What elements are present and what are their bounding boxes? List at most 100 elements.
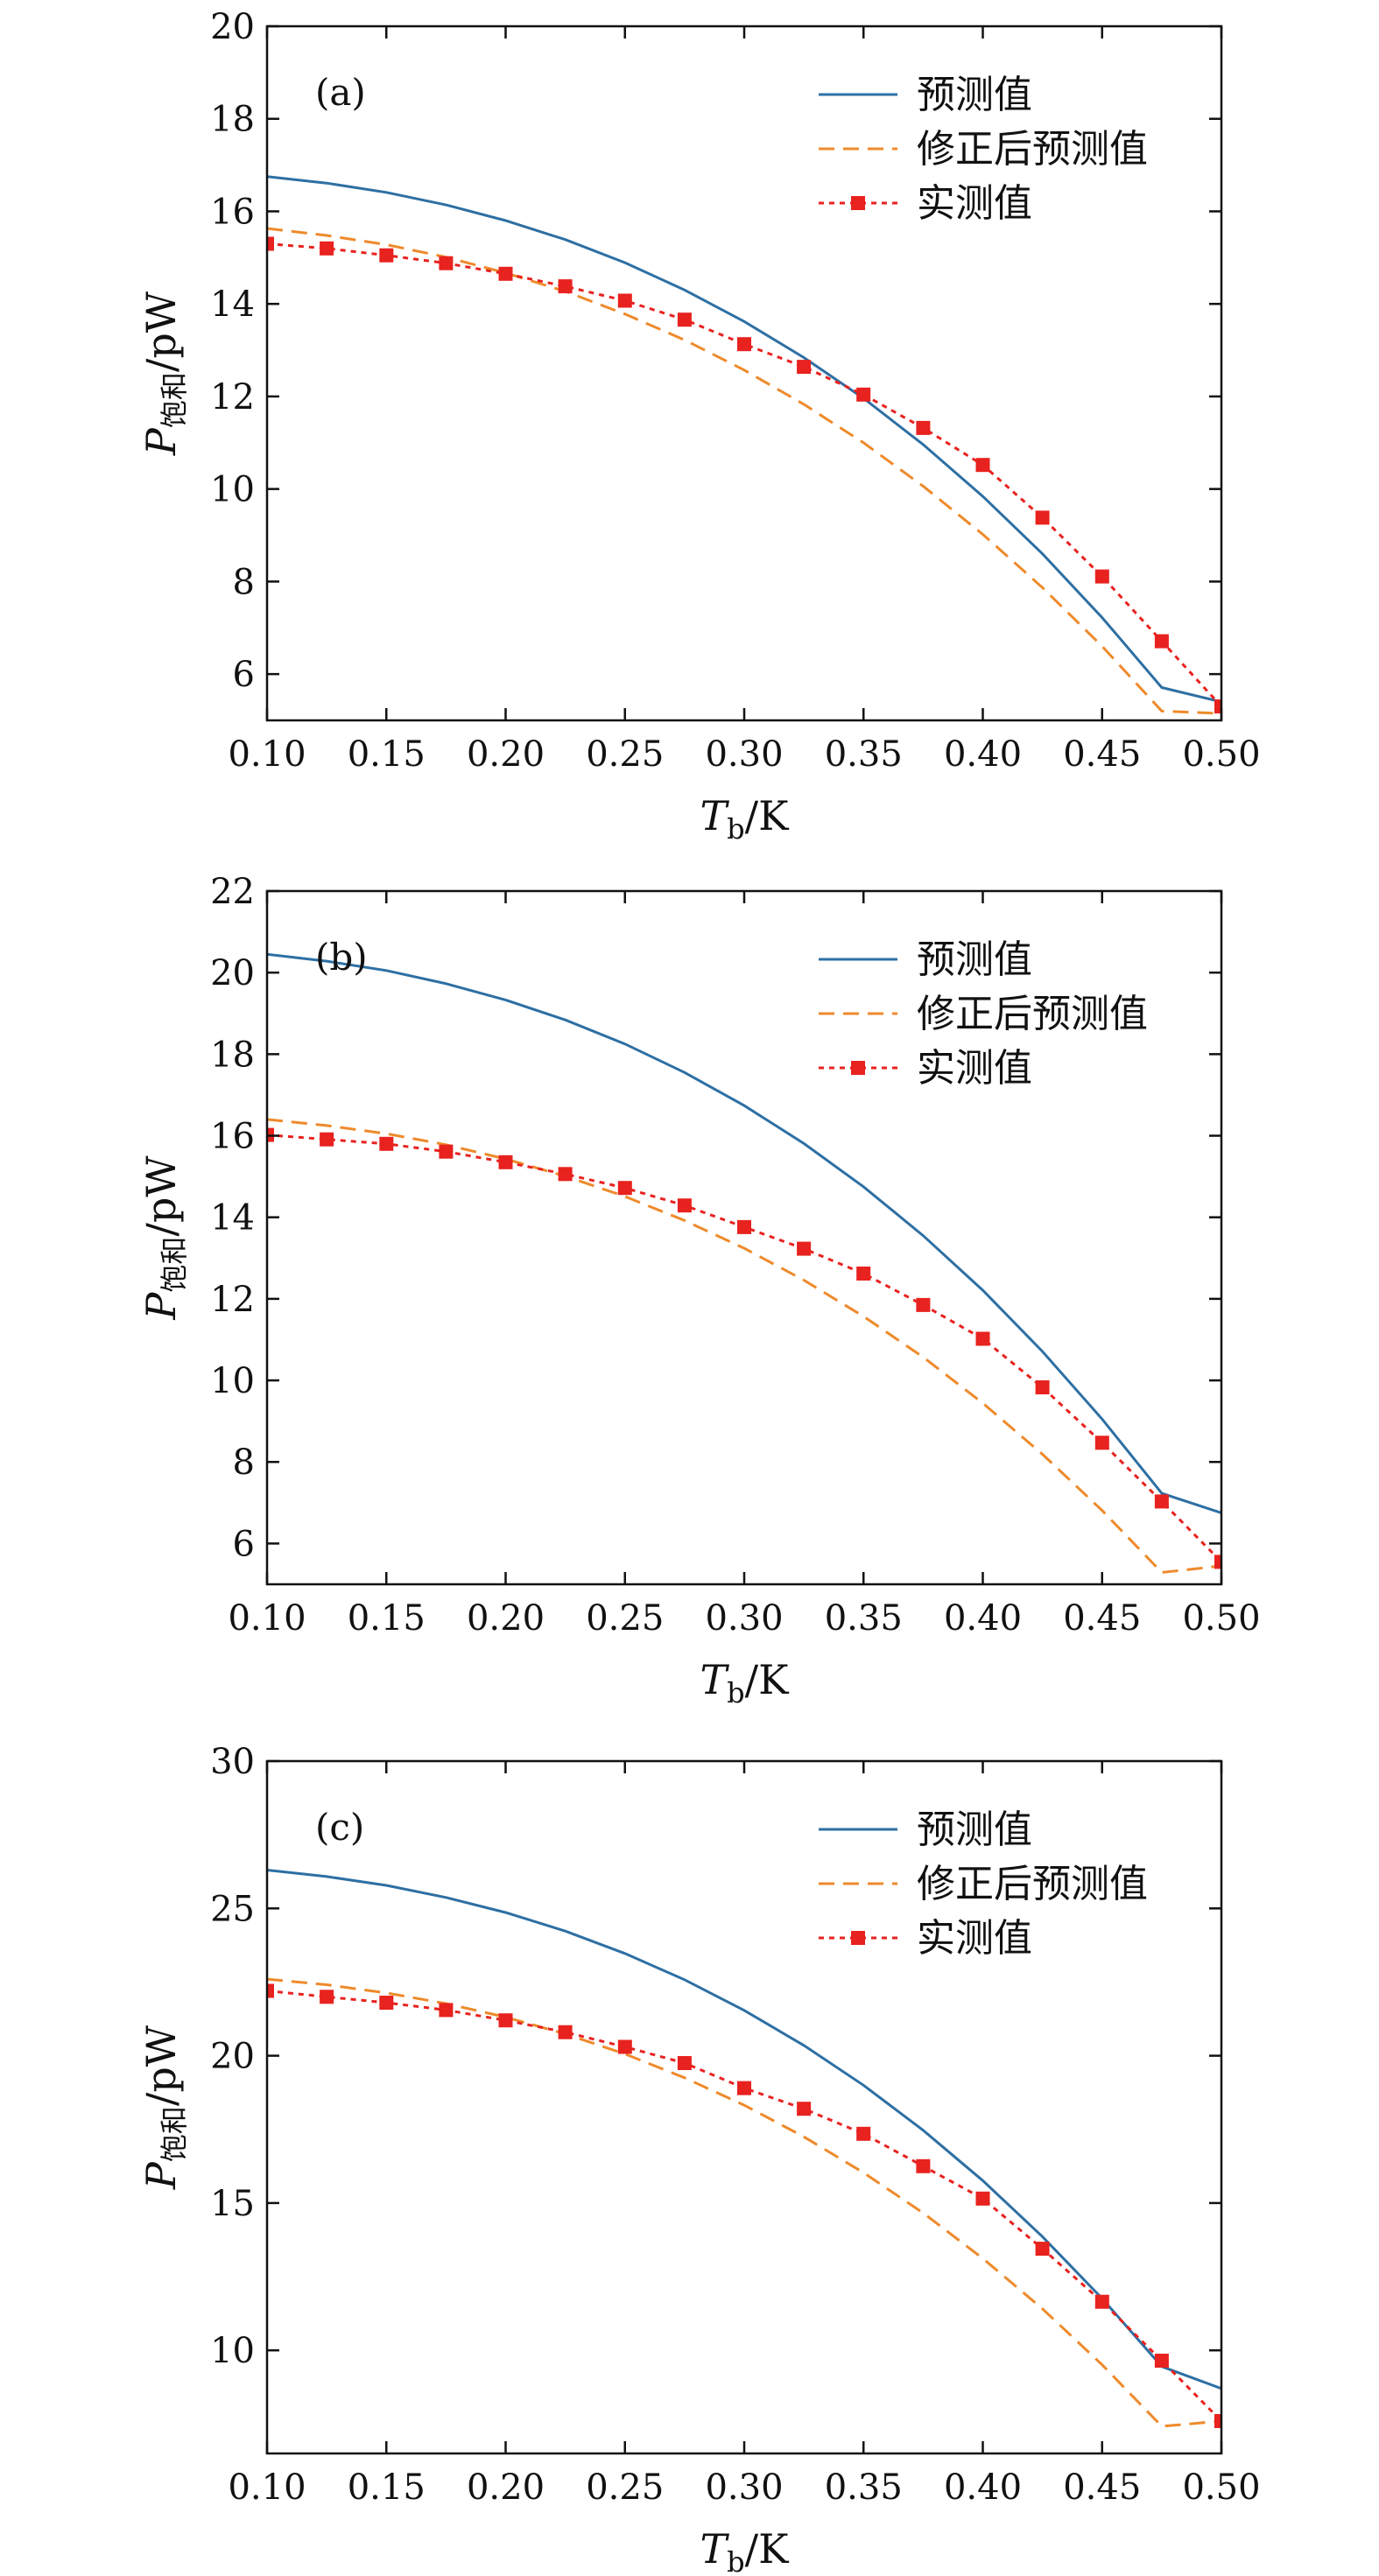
x-tick-label: 0.15 [348,1598,426,1639]
y-tick-label: 18 [210,100,255,140]
data-point [439,256,454,270]
data-point [617,2039,632,2054]
x-axis-label-symbol: T [700,1656,729,1703]
data-point [320,241,334,256]
data-point [856,2126,871,2141]
y-axis-label-unit: /pW [137,2025,185,2106]
x-tick-label: 0.50 [1182,2467,1260,2508]
data-point [856,387,871,402]
data-point [677,312,692,327]
x-axis-label-symbol: T [700,792,729,839]
series-line-2 [267,1118,1221,1575]
data-point [916,420,931,435]
panel-label: (b) [315,936,368,979]
plot-area [267,1869,1221,2428]
y-tick-label: 10 [210,470,255,510]
x-tick-label: 0.35 [825,734,903,775]
x-tick-label: 0.10 [228,2467,306,2508]
legend-item-2: 修正后预测值 [819,1862,1148,1906]
x-tick-label: 0.50 [1182,734,1260,775]
data-point [379,1136,394,1151]
data-point [558,1167,573,1182]
data-point [617,1181,632,1196]
x-tick-label: 0.40 [944,1598,1022,1639]
x-axis-label-unit: /K [745,2525,790,2572]
y-tick-label: 14 [210,284,255,325]
legend-label: 实测值 [917,1916,1032,1961]
data-point [737,2081,751,2095]
legend-label: 修正后预测值 [917,992,1148,1036]
data-point [617,293,632,308]
y-axis-label: P饱和/pW [137,1155,191,1321]
y-tick-label: 30 [210,1742,255,1782]
y-tick-label: 14 [210,1198,255,1239]
x-tick-label: 0.20 [467,2467,545,2508]
y-axis-label-unit: /pW [137,291,185,372]
x-axis-label-subscript: b [727,2545,744,2576]
y-axis-label-symbol: P [137,2161,185,2190]
y-axis-label-unit: /pW [137,1155,185,1237]
x-tick-label: 0.50 [1182,1598,1260,1639]
data-point [1035,510,1050,525]
legend-label: 预测值 [917,937,1032,982]
data-point [975,1331,990,1346]
chart-panel-3: 0.10 0.15 0.20 0.25 0.30 0.35 0.40 0.45 0.50 10 15… [137,1742,1261,2576]
chart-panels: 0.10 0.15 0.20 0.25 0.30 0.35 0.40 0.45 0.50 6 8 10… [137,7,1261,2576]
chart-panel-2: 0.10 0.15 0.20 0.25 0.30 0.35 0.40 0.45 0.50 6 8 10… [137,872,1261,1709]
data-point [379,1996,394,2010]
data-point [1094,569,1109,584]
x-tick-label: 0.15 [348,2467,426,2508]
x-tick-label: 0.40 [944,734,1022,775]
y-axis-label-symbol: P [137,1292,185,1321]
x-tick-label: 0.35 [825,2467,903,2508]
y-axis-label-subscript: 饱和 [158,1237,191,1293]
y-tick-label: 12 [210,377,255,418]
data-point [737,337,751,352]
x-axis-label-subscript: b [727,812,744,846]
x-tick-label: 0.10 [228,1598,306,1639]
data-point [797,360,812,375]
x-axis-label-subscript: b [727,1676,744,1709]
data-point [975,2191,990,2206]
y-tick-label: 8 [233,1442,255,1483]
data-point [439,2003,454,2018]
x-tick-label: 0.25 [586,2467,664,2508]
y-axis-label-subscript: 饱和 [158,372,191,428]
data-point [737,1219,751,1234]
legend-item-1: 预测值 [819,1807,1032,1852]
y-tick-label: 20 [210,953,255,993]
y-tick-label: 22 [210,872,255,912]
data-point [558,2025,573,2039]
x-axis-label: Tb/K [700,2525,790,2576]
legend-item-1: 预测值 [819,73,1032,117]
data-point [1035,1380,1050,1394]
data-point [320,1132,334,1147]
series-line-1 [267,175,1221,704]
series-line-3 [267,1990,1221,2423]
data-point [1214,1555,1221,1569]
x-tick-label: 0.45 [1063,734,1141,775]
x-axis-label: Tb/K [700,1656,790,1709]
legend-label: 实测值 [917,181,1032,226]
x-tick-label: 0.45 [1063,2467,1141,2508]
legend-item-3: 实测值 [819,181,1032,226]
x-tick-label: 0.25 [586,1598,664,1639]
data-point [1154,1494,1169,1509]
series-line-2 [267,1977,1221,2428]
data-point [439,1144,454,1159]
legend-item-2: 修正后预测值 [819,992,1148,1036]
x-tick-label: 0.15 [348,734,426,775]
x-axis-label-unit: /K [745,1656,790,1703]
chart-panel-1: 0.10 0.15 0.20 0.25 0.30 0.35 0.40 0.45 0.50 6 8 10… [137,7,1261,846]
x-tick-label: 0.20 [467,734,545,775]
y-tick-label: 10 [210,2331,255,2371]
y-tick-label: 25 [210,1889,255,1929]
legend-item-2: 修正后预测值 [819,127,1148,172]
legend-marker [851,1061,865,1075]
data-point [1154,2354,1169,2368]
y-tick-label: 18 [210,1035,255,1075]
series-line-1 [267,1869,1221,2390]
data-point [379,248,394,263]
data-point [267,1983,274,1998]
